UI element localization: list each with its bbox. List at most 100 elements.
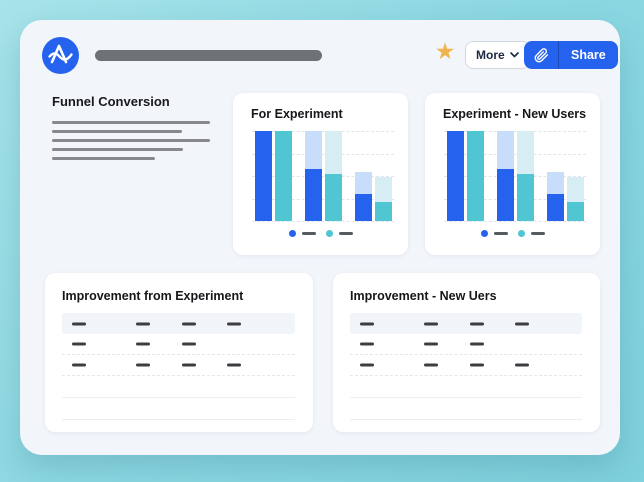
table-row [350, 355, 582, 376]
legend-item-series-blue [480, 230, 508, 237]
text-placeholder-line [52, 130, 182, 133]
table-row [350, 376, 582, 398]
chevron-down-icon [509, 52, 519, 58]
more-button-label: More [476, 48, 505, 62]
bar-segment-solid [447, 131, 464, 221]
gridline [252, 153, 394, 155]
text-placeholder-line [52, 148, 183, 151]
chart-plot [252, 131, 394, 222]
legend-dot [480, 230, 488, 237]
cell-dash-placeholder [470, 322, 484, 325]
table-row [350, 334, 582, 355]
bar-segment-solid [567, 202, 584, 221]
app-card: ★ More Share Funnel Conversion For Exper… [20, 20, 620, 455]
more-button[interactable]: More [465, 41, 530, 69]
chart-legend [425, 230, 600, 237]
bar-series-teal-group-3 [567, 176, 584, 221]
gridline [252, 131, 394, 132]
paperclip-icon [534, 47, 548, 62]
bar-series-teal-group-3 [375, 176, 392, 221]
bar-segment-solid [305, 168, 322, 221]
bar-segment-solid [375, 202, 392, 221]
table-header-row [62, 313, 295, 334]
bar-segment-solid [467, 131, 484, 221]
bar-segment-solid [275, 131, 292, 221]
favorite-star-icon[interactable]: ★ [434, 38, 456, 64]
table-row [350, 398, 582, 420]
legend-item-series-blue [288, 230, 316, 237]
cell-dash-placeholder [227, 363, 241, 367]
bar-segment-solid [497, 168, 514, 221]
table-card-improvement-from-experiment: Improvement from Experiment [45, 273, 313, 432]
chart-title: Experiment - New Users [443, 107, 587, 121]
gridline [444, 221, 586, 222]
chart-title: For Experiment [251, 107, 343, 121]
cell-dash-placeholder [360, 322, 374, 325]
share-button[interactable]: Share [559, 41, 618, 69]
gridline [444, 176, 586, 177]
bar-segment-faded [305, 131, 322, 169]
cell-dash-placeholder [470, 342, 484, 346]
bar-series-blue-group-3 [355, 172, 372, 221]
legend-label-placeholder [530, 232, 545, 235]
cell-dash-placeholder [515, 363, 529, 367]
cell-dash-placeholder [182, 363, 196, 367]
amplitude-logo-icon [42, 37, 79, 74]
cell-dash-placeholder [72, 363, 86, 367]
chart-plot [444, 131, 586, 222]
table-row [62, 376, 295, 398]
gridline [252, 198, 394, 200]
bar-series-teal-group-1 [275, 131, 292, 221]
cell-dash-placeholder [360, 363, 374, 367]
cell-dash-placeholder [136, 363, 150, 367]
bar-segment-solid [255, 131, 272, 221]
chart-legend [233, 230, 408, 237]
table-row [62, 398, 295, 420]
share-split-button[interactable]: Share [524, 41, 618, 69]
cell-dash-placeholder [72, 322, 86, 325]
table-body [350, 313, 582, 420]
text-placeholder-line [52, 139, 210, 142]
funnel-text-placeholder-lines [52, 121, 210, 166]
bar-segment-faded [547, 172, 564, 194]
legend-item-series-teal [325, 230, 353, 237]
legend-item-series-teal [517, 230, 545, 237]
funnel-section-title: Funnel Conversion [52, 94, 170, 109]
copy-link-button[interactable] [524, 41, 559, 69]
table-header-row [350, 313, 582, 334]
bar-segment-faded [375, 176, 392, 203]
legend-dot [517, 230, 525, 237]
cell-dash-placeholder [360, 342, 374, 346]
text-placeholder-line [52, 157, 155, 160]
legend-label-placeholder [493, 232, 508, 235]
chart-card-for-experiment: For Experiment [233, 93, 408, 255]
cell-dash-placeholder [136, 322, 150, 325]
bar-segment-faded [517, 131, 534, 175]
text-placeholder-line [52, 121, 210, 124]
cell-dash-placeholder [182, 342, 196, 346]
cell-dash-placeholder [424, 363, 438, 367]
legend-dot [325, 230, 333, 237]
table-title: Improvement - New Uers [350, 289, 497, 303]
table-title: Improvement from Experiment [62, 289, 244, 303]
legend-dot [288, 230, 296, 237]
gridline [444, 198, 586, 200]
document-title-placeholder [95, 50, 322, 61]
cell-dash-placeholder [227, 322, 241, 325]
bar-segment-solid [517, 174, 534, 221]
bar-segment-faded [567, 176, 584, 203]
bar-segment-faded [325, 131, 342, 175]
bar-series-teal-group-1 [467, 131, 484, 221]
bar-series-blue-group-2 [305, 131, 322, 221]
cell-dash-placeholder [182, 322, 196, 325]
gridline [444, 131, 586, 132]
cell-dash-placeholder [136, 342, 150, 346]
bar-segment-solid [325, 174, 342, 221]
table-row [62, 334, 295, 355]
legend-label-placeholder [301, 232, 316, 235]
gridline [444, 153, 586, 155]
gridline [252, 221, 394, 222]
cell-dash-placeholder [515, 322, 529, 325]
cell-dash-placeholder [424, 322, 438, 325]
